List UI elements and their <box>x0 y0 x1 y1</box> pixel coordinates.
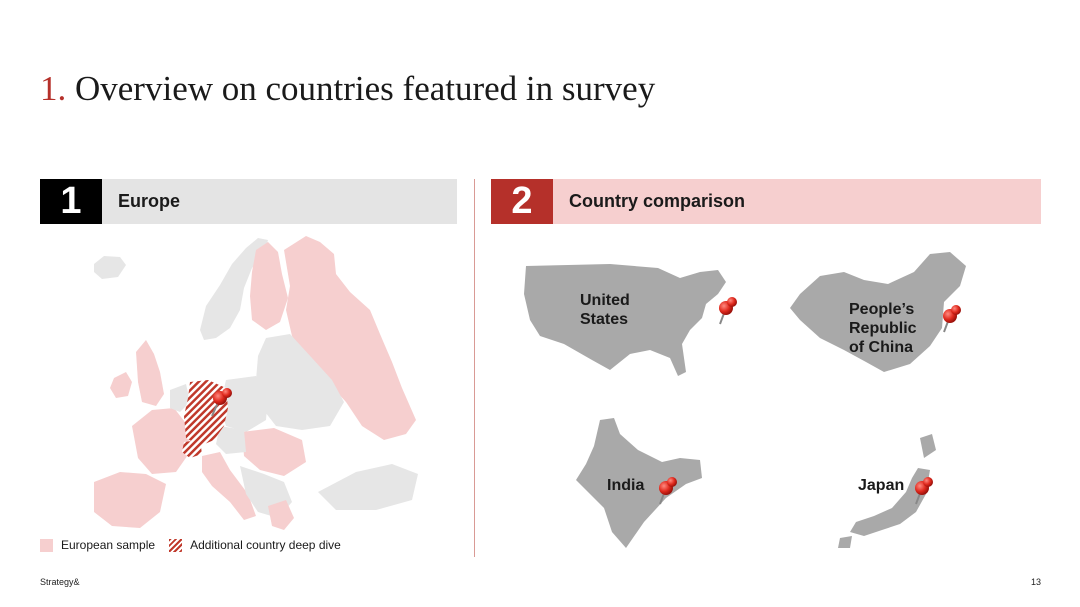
usa-shape <box>524 264 726 376</box>
greece-shape <box>268 500 294 530</box>
central-europe-shape <box>220 376 268 432</box>
austria-shape <box>216 426 246 454</box>
european-sample-label: European sample <box>61 538 156 552</box>
japan-pushpin-icon <box>915 477 933 505</box>
benelux-shape <box>170 384 190 412</box>
france-shape <box>132 408 190 474</box>
page-number: 13 <box>1030 577 1041 587</box>
usa-label: United States <box>580 292 630 328</box>
country-maps <box>524 252 966 548</box>
pushpin-icon <box>211 388 232 417</box>
turkey-shape <box>318 464 418 510</box>
comparison-badge: 2 <box>491 179 553 224</box>
switzerland-deep-dive-shape <box>182 440 202 458</box>
india-label: India <box>607 477 645 494</box>
europe-map <box>94 236 418 530</box>
title-number: 1. <box>40 69 67 108</box>
china-shape <box>790 252 966 372</box>
finland-shape <box>250 242 288 330</box>
footer-brand: Strategy& <box>40 577 80 587</box>
balkan-north-shape <box>242 428 306 476</box>
russia-shape <box>284 236 416 440</box>
italy-shape <box>202 452 256 520</box>
panel-divider <box>474 179 475 557</box>
uk-shape <box>136 340 164 406</box>
iberia-shape <box>94 472 166 528</box>
china-pushpin-icon <box>943 305 961 333</box>
deep-dive-label: Additional country deep dive <box>190 538 341 552</box>
european-sample-swatch <box>40 538 53 552</box>
japan-label: Japan <box>858 477 905 494</box>
india-pushpin-icon <box>659 477 677 505</box>
europe-label: Europe <box>118 191 181 211</box>
china-label: People’s Republic of China <box>849 301 917 356</box>
iceland-shape <box>94 256 126 279</box>
usa-pushpin-icon <box>719 297 737 325</box>
comparison-panel-header: 2 Country comparison <box>491 179 1041 224</box>
map-legend: European sample Additional country deep … <box>40 538 341 552</box>
deep-dive-swatch <box>169 538 183 552</box>
comparison-label: Country comparison <box>569 191 746 211</box>
eastern-europe-shape <box>256 334 344 430</box>
europe-panel-header: 1 Europe <box>40 179 457 224</box>
europe-badge: 1 <box>40 179 102 224</box>
page-title: 1. Overview on countries featured in sur… <box>40 68 655 110</box>
ireland-shape <box>110 372 132 398</box>
india-shape <box>576 418 702 548</box>
scandinavia-shape <box>200 238 268 340</box>
title-text: Overview on countries featured in survey <box>75 69 656 108</box>
